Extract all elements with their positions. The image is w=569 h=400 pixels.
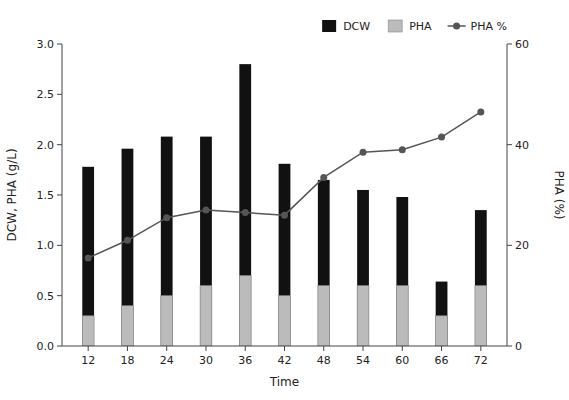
y-tick-label: 2.0 [37,139,55,152]
x-tick-label: 60 [395,354,409,367]
legend-swatch [322,20,336,32]
x-tick-label: 72 [474,354,488,367]
y-tick [57,94,62,95]
bar [318,286,330,346]
y2-tick-label: 40 [515,139,529,152]
y-tick [57,245,62,246]
legend-swatch [388,20,402,32]
y2-tick [507,44,512,45]
bar [161,296,173,346]
y2-tick-label: 20 [515,239,529,252]
y-tick-label: 1.0 [37,239,55,252]
x-tick [127,346,128,351]
x-tick [441,346,442,351]
marker [242,209,249,216]
marker [399,146,406,153]
bar [475,210,487,346]
x-tick [205,346,206,351]
y-tick [57,144,62,145]
bar [279,296,291,346]
marker [85,254,92,261]
line-series [85,108,485,261]
bar [357,190,369,346]
y2-axis-line [507,44,508,346]
bar [122,149,134,346]
y-tick-label: 0.0 [37,340,55,353]
marker [124,237,131,244]
x-tick-label: 42 [278,354,292,367]
x-tick [284,346,285,351]
x-tick-label: 48 [317,354,331,367]
bar [279,164,291,346]
y2-tick [507,346,512,347]
marker [202,207,209,214]
marker [477,108,484,115]
marker [281,212,288,219]
y-tick-label: 0.5 [37,290,55,303]
x-tick [88,346,89,351]
y-tick-label: 3.0 [37,38,55,51]
x-tick-label: 12 [81,354,95,367]
y2-axis-title: PHA (%) [552,170,566,219]
marker [438,134,445,141]
y-tick-label: 2.5 [37,88,55,101]
x-tick [363,346,364,351]
bar [122,306,134,346]
x-tick-label: 18 [120,354,134,367]
y-tick [57,295,62,296]
bar [475,286,487,346]
y2-tick-label: 0 [515,340,522,353]
chart: 12 18 24 30 36 42 48 54 60 66 72 0.0 0.5 1.0 1.5 2.0 2.5… [0,0,569,400]
x-tick [166,346,167,351]
bar [239,64,251,346]
line [88,112,481,258]
y2-tick [507,245,512,246]
y-axis-title: DCW, PHA (g/L) [5,148,19,241]
y-tick [57,346,62,347]
x-tick [480,346,481,351]
bar [396,286,408,346]
legend-marker [453,23,460,30]
bar [161,137,173,346]
bar [357,286,369,346]
legend-label: PHA % [471,20,507,33]
x-axis-title: Time [269,375,299,389]
marks [82,64,486,346]
legend-label: PHA [409,20,432,33]
x-tick-label: 30 [199,354,213,367]
bar [396,197,408,346]
marker [360,149,367,156]
y-tick-label: 1.5 [37,189,55,202]
x-tick [402,346,403,351]
x-tick-label: 54 [356,354,370,367]
legend-item: PHA [388,20,432,33]
y2-tick-label: 60 [515,38,529,51]
bar [318,180,330,346]
bar [436,316,448,346]
legend-item: PHA % [448,20,507,33]
x-tick-label: 36 [238,354,252,367]
y-tick [57,195,62,196]
bar-series [82,276,486,346]
legend: DCW PHA PHA % [322,20,507,33]
x-tick-label: 66 [435,354,449,367]
marker [320,174,327,181]
bar [436,282,448,346]
marker [163,214,170,221]
y-tick [57,44,62,45]
bar-series [82,64,486,346]
x-tick [323,346,324,351]
bar [239,276,251,346]
axes: 12 18 24 30 36 42 48 54 60 66 72 0.0 0.5 1.0 1.5 2.0 2.5… [37,38,530,367]
bar [200,137,212,346]
bar [82,316,94,346]
bar [200,286,212,346]
y2-tick [507,144,512,145]
x-tick-label: 24 [160,354,174,367]
x-tick [245,346,246,351]
legend-label: DCW [343,20,370,33]
legend-item: DCW [322,20,370,33]
